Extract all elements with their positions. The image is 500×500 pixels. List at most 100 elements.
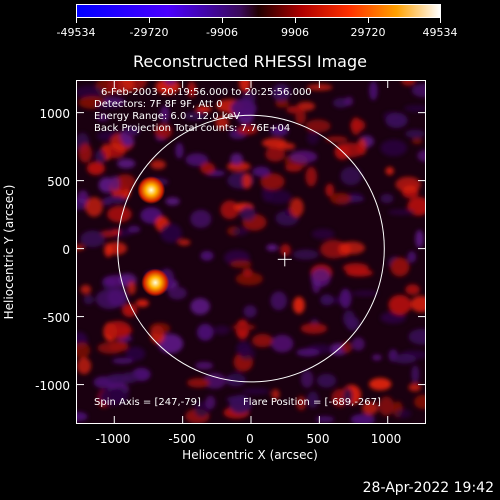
heatmap-blob: [160, 223, 182, 243]
heatmap-blob: [240, 206, 256, 221]
heatmap-blob: [392, 354, 417, 364]
heatmap-blob: [411, 138, 423, 145]
heatmap-blob: [271, 334, 294, 353]
heatmap-blob: [350, 119, 366, 132]
heatmap-blob: [175, 142, 184, 159]
colorbar: [76, 4, 441, 18]
y-tick-label: -1000: [35, 379, 70, 393]
heatmap-blob: [106, 373, 132, 384]
heatmap-blob: [230, 98, 257, 119]
heatmap-blob: [415, 229, 424, 248]
heatmap-blob: [230, 153, 243, 166]
heatmap-blob: [106, 80, 119, 94]
heatmap-blob: [306, 131, 319, 145]
heatmap-blob: [125, 346, 146, 361]
info-energy-range: Energy Range: 6.0 - 12.0 keV: [94, 111, 241, 122]
heatmap-blob: [154, 123, 173, 139]
heatmap-blob: [77, 190, 89, 204]
heatmap-blob: [190, 209, 212, 228]
y-tick-label: 0: [62, 243, 70, 257]
heatmap-blob: [293, 296, 305, 314]
heatmap-blob: [401, 80, 416, 86]
heatmap-blob: [316, 373, 337, 388]
heatmap-blob: [380, 139, 408, 157]
heatmap-blob: [292, 249, 319, 260]
heatmap-blob: [124, 126, 140, 137]
heatmap-blob: [226, 161, 251, 172]
x-tick-label: -500: [168, 432, 196, 446]
heatmap-blob: [300, 370, 314, 388]
colorbar-label: 29720: [350, 26, 386, 39]
colorbar-label: -49534: [56, 26, 96, 39]
heatmap-blob: [232, 371, 243, 385]
y-tick-label: 1000: [39, 107, 70, 121]
heatmap-blob: [362, 401, 379, 415]
heatmap-blob: [117, 158, 136, 169]
heatmap-blob: [408, 383, 422, 392]
heatmap-blob: [83, 295, 94, 305]
x-tick-label: 500: [306, 432, 330, 446]
heatmap-blob: [105, 241, 127, 255]
x-tick-label: 0: [246, 432, 254, 446]
heatmap-blob: [86, 161, 105, 175]
heatmap-blob: [110, 386, 129, 404]
heatmap-blob: [330, 192, 351, 205]
heatmap-blob: [260, 173, 285, 190]
heatmap-blob: [407, 251, 417, 263]
heatmap-blob: [105, 320, 132, 339]
render-timestamp: 28-Apr-2022 19:42: [362, 480, 494, 496]
heatmap-blob: [76, 342, 91, 359]
hot-source: [141, 268, 170, 297]
heatmap-blob: [344, 96, 354, 106]
heatmap-blob: [195, 106, 212, 113]
colorbar-label: 9906: [281, 26, 309, 39]
heatmap-blob: [340, 166, 362, 186]
heatmap-blob: [369, 81, 378, 101]
heatmap-blob: [388, 294, 412, 315]
heatmap-blob: [275, 99, 289, 108]
heatmap-blob: [78, 143, 92, 163]
heatmap-blob: [237, 124, 258, 135]
heatmap-blob: [85, 197, 103, 217]
info-method-counts: Back Projection Total counts: 7.76E+04: [94, 123, 291, 134]
heatmap-blob: [280, 244, 291, 257]
heatmap-blob: [103, 274, 131, 288]
heatmap-blob: [404, 105, 426, 112]
heatmap-blob: [184, 111, 206, 121]
heatmap-plot: [76, 80, 426, 424]
heatmap-blob: [220, 200, 240, 220]
heatmap-blob: [385, 112, 408, 128]
heatmap-blob: [411, 83, 426, 98]
heatmap-blob: [378, 396, 395, 416]
heatmap-blob: [380, 311, 406, 324]
x-tick-label: -1000: [95, 432, 131, 446]
heatmap-blob: [187, 81, 197, 98]
heatmap-blob: [408, 328, 426, 345]
heatmap-blob: [310, 268, 331, 287]
heatmap-blob: [352, 290, 379, 297]
heatmap-blob: [307, 391, 319, 409]
y-tick-label: -500: [42, 311, 70, 325]
heatmap-blob: [276, 142, 296, 150]
heatmap-blob: [230, 260, 252, 268]
heatmap-blob: [236, 341, 252, 356]
heatmap-blob: [185, 153, 209, 167]
heatmap-blob: [271, 389, 280, 400]
heatmap-blob: [76, 85, 103, 99]
heatmap-blob: [232, 227, 248, 236]
heatmap-blob: [339, 241, 365, 255]
heatmap-blob: [265, 146, 286, 162]
heatmap-blob: [194, 401, 210, 418]
heatmap-blob: [320, 240, 348, 259]
heatmap-blob: [107, 287, 128, 307]
colorbar-label: -29720: [129, 26, 169, 39]
heatmap-blob: [296, 395, 307, 411]
y-axis-label: Heliocentric Y (arcsec): [2, 184, 16, 320]
heatmap-blob: [417, 149, 426, 162]
heatmap-blob: [411, 365, 420, 383]
heatmap-blob: [311, 228, 335, 240]
heatmap-blob: [95, 102, 121, 109]
heatmap-blob: [122, 303, 138, 317]
solar-limb-circle: [117, 114, 385, 383]
heatmap-blob: [305, 166, 317, 187]
